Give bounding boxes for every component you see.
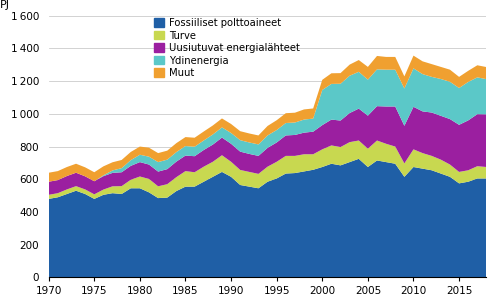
Y-axis label: PJ: PJ: [0, 1, 10, 11]
Legend: Fossiiliset polttoaineet, Turve, Uusiutuvat energialähteet, Ydinenergia, Muut: Fossiiliset polttoaineet, Turve, Uusiutu…: [154, 18, 300, 78]
